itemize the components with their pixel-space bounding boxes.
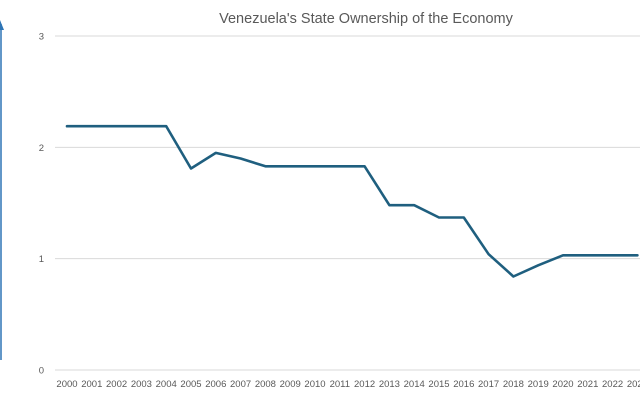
y-axis-ticks: 0 1 2 3 — [39, 32, 44, 377]
x-tick-label: 2008 — [255, 379, 276, 390]
x-axis-ticks: 2000 2001 2002 2003 2004 2005 2006 2007 2008 2009… — [56, 379, 640, 390]
x-tick-label: 2018 — [503, 379, 524, 390]
x-tick-label: 2012 — [354, 379, 375, 390]
x-tick-label: 2001 — [81, 379, 102, 390]
x-tick-label: 2006 — [205, 379, 226, 390]
x-tick-label: 2003 — [131, 379, 152, 390]
x-tick-label: 2010 — [304, 379, 325, 390]
series-line-0 — [65, 124, 639, 278]
x-tick-label: 2000 — [56, 379, 77, 390]
x-tick-label: 2002 — [106, 379, 127, 390]
series-layer — [65, 124, 639, 278]
left-edge-arrow-icon — [0, 20, 4, 30]
x-tick-label: 2021 — [577, 379, 598, 390]
x-tick-label: 2005 — [180, 379, 201, 390]
x-tick-label: 2011 — [330, 379, 350, 390]
gridlines — [55, 35, 640, 371]
x-tick-label: 2014 — [404, 379, 425, 390]
x-tick-label: 2019 — [528, 379, 549, 390]
x-tick-label: 2022 — [602, 379, 623, 390]
x-tick-label: 2009 — [280, 379, 301, 390]
y-tick-label: 3 — [39, 32, 44, 43]
chart-title: Venezuela's State Ownership of the Econo… — [219, 11, 513, 27]
x-tick-label: 2016 — [453, 379, 474, 390]
x-tick-label: 2023 — [627, 379, 640, 390]
x-tick-label: 2017 — [478, 379, 499, 390]
x-tick-label: 2007 — [230, 379, 251, 390]
y-tick-label: 0 — [39, 366, 44, 377]
left-edge-accent — [0, 20, 4, 360]
x-tick-label: 2015 — [428, 379, 449, 390]
x-tick-label: 2004 — [156, 379, 177, 390]
y-tick-label: 2 — [39, 143, 44, 154]
x-tick-label: 2020 — [552, 379, 573, 390]
x-tick-label: 2013 — [379, 379, 400, 390]
y-tick-label: 1 — [39, 254, 44, 265]
